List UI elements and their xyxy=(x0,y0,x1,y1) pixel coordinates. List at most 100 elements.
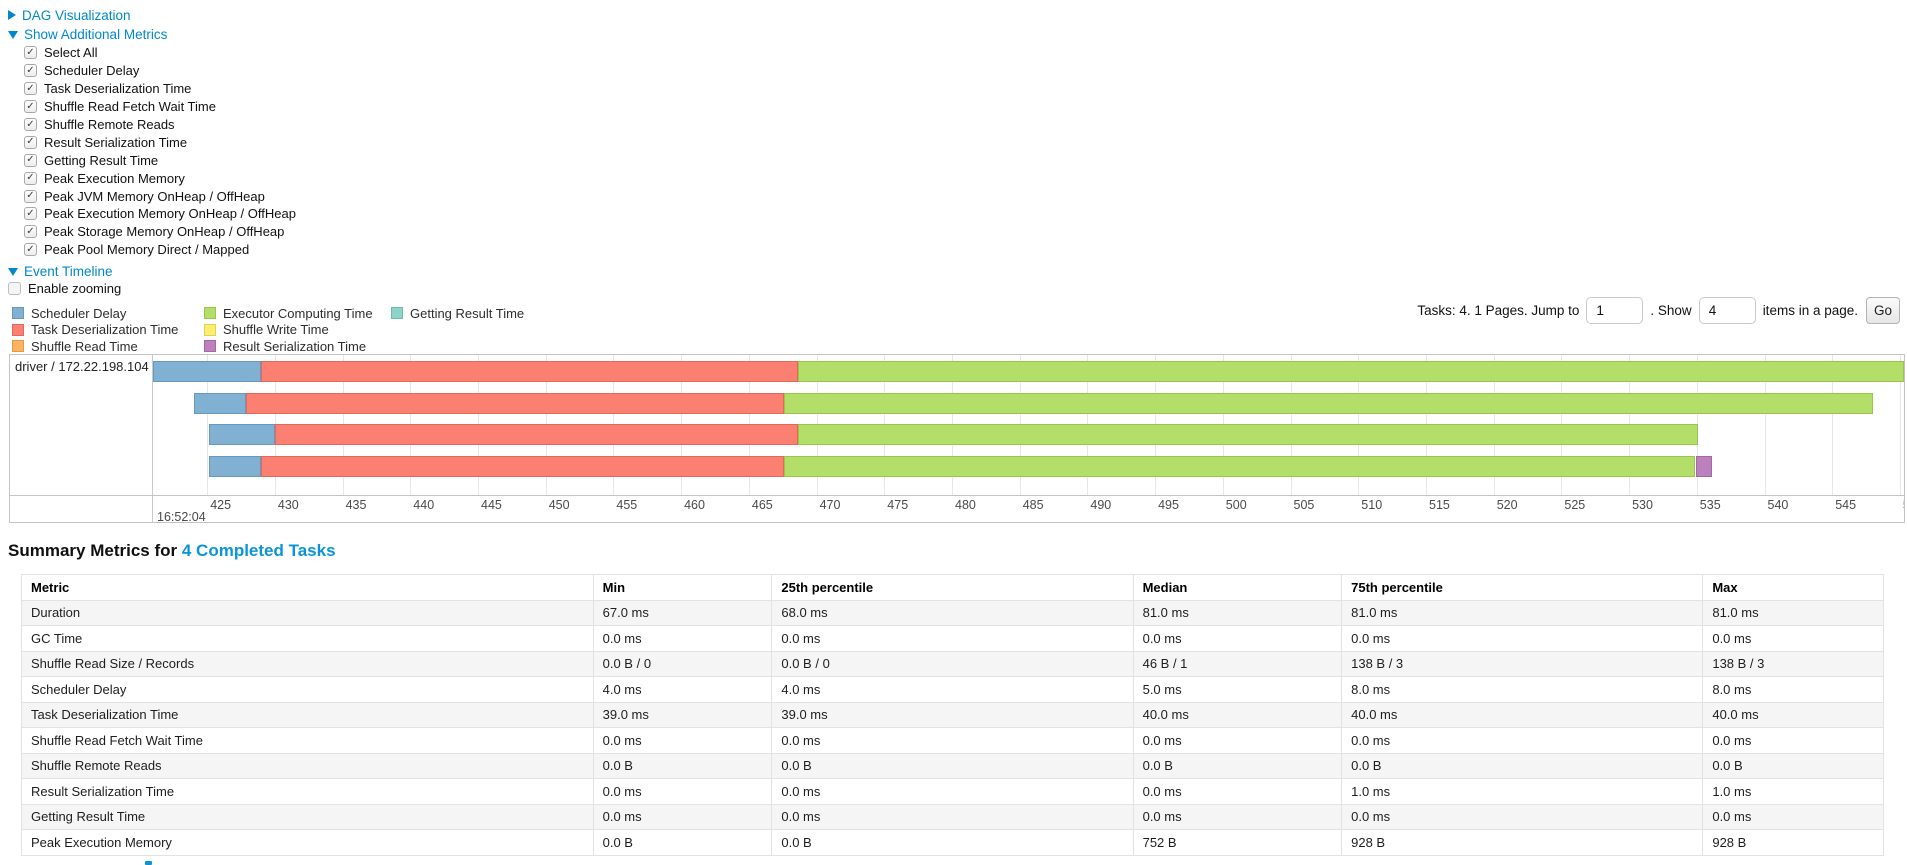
segment-scheduler-delay[interactable] xyxy=(193,392,247,414)
metric-option[interactable]: ✓ Shuffle Remote Reads xyxy=(24,116,296,134)
legend-label: Getting Result Time xyxy=(410,305,525,321)
gridline xyxy=(207,355,209,495)
axis-tick-label: 485 xyxy=(1022,498,1044,512)
metric-option[interactable]: ✓ Result Serialization Time xyxy=(24,133,296,151)
segment-scheduler-delay[interactable] xyxy=(208,455,262,477)
checkbox-icon[interactable]: ✓ xyxy=(24,189,37,203)
metric-value-cell: 0.0 B xyxy=(1132,752,1343,779)
checkbox-icon[interactable]: ✓ xyxy=(24,100,37,114)
segment-task-deserialization-time[interactable] xyxy=(261,361,798,382)
axis-tick-label: 480 xyxy=(955,498,976,512)
task-bar[interactable] xyxy=(153,361,1904,382)
metric-option[interactable]: ✓ Peak JVM Memory OnHeap / OffHeap xyxy=(24,187,296,205)
metric-value-cell: 0.0 ms xyxy=(1132,727,1343,754)
metric-name-cell: Duration xyxy=(21,599,594,626)
go-button[interactable]: Go xyxy=(1866,296,1900,324)
metric-name-cell: Result Serialization Time xyxy=(21,778,594,805)
metric-value-cell: 928 B xyxy=(1702,829,1884,856)
metric-value-cell: 0.0 ms xyxy=(1702,727,1884,754)
metric-value-cell: 0.0 B xyxy=(771,829,1134,856)
metric-option[interactable]: ✓ Getting Result Time xyxy=(24,151,296,169)
checkbox-icon[interactable]: ✓ xyxy=(24,118,37,131)
metric-value-cell: 68.0 ms xyxy=(771,599,1134,626)
checkbox-icon[interactable]: ✓ xyxy=(24,225,37,239)
legend-label: Executor Computing Time xyxy=(223,305,373,321)
checkbox-icon[interactable]: ✓ xyxy=(24,207,37,221)
jump-to-page-input[interactable] xyxy=(1586,296,1644,324)
metric-option-label: Peak Pool Memory Direct / Mapped xyxy=(44,242,250,258)
metric-value-cell: 81.0 ms xyxy=(1702,599,1884,626)
summary-metrics-title: Summary Metrics for 4 Completed Tasks xyxy=(8,541,336,561)
checkbox-icon[interactable]: ✓ xyxy=(24,82,37,96)
segment-task-deserialization-time[interactable] xyxy=(274,424,798,446)
metric-value-cell: 1.0 ms xyxy=(1702,778,1884,805)
task-bar[interactable] xyxy=(153,392,1904,414)
axis-tick-label: 440 xyxy=(413,498,435,512)
metric-option[interactable]: ✓ Peak Storage Memory OnHeap / OffHeap xyxy=(24,223,296,241)
axis-tick-label: 525 xyxy=(1564,498,1586,512)
metric-value-cell: 0.0 ms xyxy=(592,778,773,805)
metric-option-label: Peak Execution Memory xyxy=(44,170,185,186)
metric-option[interactable]: ✓ Scheduler Delay xyxy=(24,62,296,80)
event-timeline-toggle[interactable]: Event Timeline xyxy=(8,262,113,280)
segment-result-serialization-time[interactable] xyxy=(1695,455,1712,477)
axis-tick-label: 465 xyxy=(751,498,773,512)
metric-option[interactable]: ✓ Peak Execution Memory xyxy=(24,169,296,187)
column-header: Median xyxy=(1132,574,1343,601)
task-bar[interactable] xyxy=(153,455,1904,477)
table-row: Shuffle Read Size / Records 0.0 B / 0 0.0 … xyxy=(21,650,1884,677)
metric-value-cell: 46 B / 1 xyxy=(1132,650,1343,677)
metric-option-label: Scheduler Delay xyxy=(44,63,140,79)
enable-zooming-option[interactable]: Enable zooming xyxy=(8,280,121,297)
legend-swatch xyxy=(391,307,403,320)
dag-visualization-toggle[interactable]: DAG Visualization xyxy=(8,6,131,24)
segment-scheduler-delay[interactable] xyxy=(208,424,275,446)
metric-option[interactable]: ✓ Task Deserialization Time xyxy=(24,80,296,98)
segment-executor-computing-time[interactable] xyxy=(784,455,1696,477)
metric-option-label: Shuffle Read Fetch Wait Time xyxy=(44,99,216,115)
metric-option[interactable]: ✓ Select All xyxy=(24,44,296,62)
metric-option-label: Peak JVM Memory OnHeap / OffHeap xyxy=(44,188,265,204)
metric-option[interactable]: ✓ Peak Execution Memory OnHeap / OffHeap xyxy=(24,205,296,223)
legend-item: Shuffle Read Time xyxy=(12,338,204,355)
items-per-page-input[interactable] xyxy=(1698,296,1756,324)
task-bar[interactable] xyxy=(153,424,1904,446)
checkbox-icon[interactable] xyxy=(8,282,21,295)
table-row: Scheduler Delay 4.0 ms 4.0 ms 5.0 ms 8.0 ms 8… xyxy=(21,676,1884,703)
metric-option-label: Peak Storage Memory OnHeap / OffHeap xyxy=(44,224,285,240)
metric-value-cell: 0.0 ms xyxy=(1132,803,1343,830)
checkbox-icon[interactable]: ✓ xyxy=(24,171,37,185)
metric-value-cell: 0.0 B / 0 xyxy=(771,650,1134,677)
checkbox-icon[interactable]: ✓ xyxy=(24,64,37,78)
segment-executor-computing-time[interactable] xyxy=(797,361,1904,382)
metric-option[interactable]: ✓ Peak Pool Memory Direct / Mapped xyxy=(24,241,296,259)
metric-value-cell: 0.0 ms xyxy=(1341,625,1704,652)
axis-tick-label: 425 xyxy=(210,498,232,512)
show-additional-metrics-toggle[interactable]: Show Additional Metrics xyxy=(8,25,167,43)
metric-value-cell: 0.0 ms xyxy=(771,778,1134,805)
gridline xyxy=(1899,355,1901,495)
metric-value-cell: 0.0 ms xyxy=(592,727,773,754)
metric-value-cell: 0.0 ms xyxy=(592,803,773,830)
segment-scheduler-delay[interactable] xyxy=(153,361,262,382)
metric-value-cell: 0.0 ms xyxy=(771,625,1134,652)
legend-item: Scheduler Delay xyxy=(12,305,204,322)
task-pagination: Tasks: 4. 1 Pages. Jump to . Show items … xyxy=(1417,296,1900,324)
summary-title-text: Summary Metrics for xyxy=(8,541,178,560)
checkbox-icon[interactable]: ✓ xyxy=(24,243,37,257)
segment-task-deserialization-time[interactable] xyxy=(246,392,784,414)
checkbox-icon[interactable]: ✓ xyxy=(24,135,37,149)
completed-tasks-link[interactable]: 4 Completed Tasks xyxy=(181,541,336,560)
metric-value-cell: 0.0 ms xyxy=(1702,625,1884,652)
metric-value-cell: 0.0 ms xyxy=(1132,625,1343,652)
metric-name-cell: Shuffle Read Fetch Wait Time xyxy=(21,727,594,754)
checkbox-icon[interactable]: ✓ xyxy=(24,153,37,167)
checkbox-icon[interactable]: ✓ xyxy=(24,46,37,60)
segment-executor-computing-time[interactable] xyxy=(797,424,1699,446)
metric-option[interactable]: ✓ Shuffle Read Fetch Wait Time xyxy=(24,98,296,116)
legend-label: Scheduler Delay xyxy=(31,305,127,321)
segment-task-deserialization-time[interactable] xyxy=(261,455,784,477)
table-row: Shuffle Remote Reads 0.0 B 0.0 B 0.0 B 0.0 B… xyxy=(21,752,1884,779)
segment-executor-computing-time[interactable] xyxy=(784,392,1873,414)
table-row: Duration 67.0 ms 68.0 ms 81.0 ms 81.0 ms 81.0… xyxy=(21,599,1884,626)
